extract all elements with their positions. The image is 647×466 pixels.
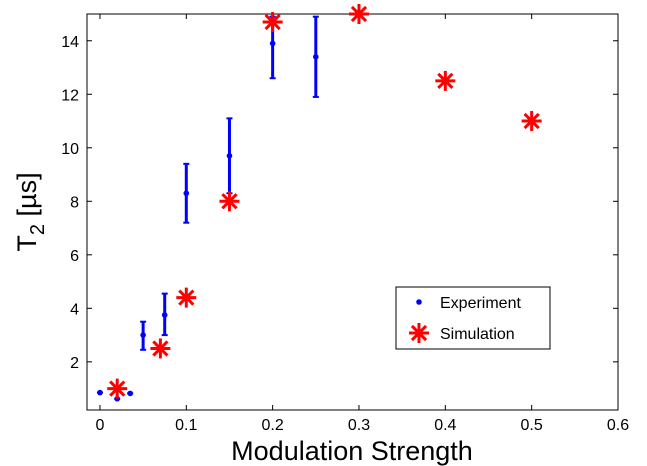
experiment-point (161, 292, 168, 337)
legend-experiment-label: Experiment (440, 295, 521, 312)
simulation-marker (219, 191, 240, 212)
y-axis-title: T2 [µs] (12, 172, 49, 251)
experiment-marker (127, 390, 133, 397)
simulation-marker (176, 287, 197, 308)
y-tick-label: 10 (61, 141, 79, 158)
x-tick-label: 0.3 (348, 417, 370, 434)
experiment-point (96, 389, 103, 396)
experiment-marker (226, 153, 233, 159)
x-tick-label: 0 (95, 417, 104, 434)
simulation-marker (435, 70, 456, 91)
x-tick-label: 0.2 (262, 417, 284, 434)
y-axis-title-subscript: 2 (27, 224, 49, 235)
legend: Experiment Simulation (395, 286, 551, 350)
experiment-marker (183, 190, 190, 197)
y-tick-label: 8 (70, 194, 79, 211)
simulation-marker (521, 111, 542, 132)
experiment-point (127, 390, 134, 397)
x-axis-title: Modulation Strength (231, 436, 473, 466)
experiment-marker (269, 40, 276, 47)
experiment-point (140, 320, 147, 351)
x-tick-label: 0.1 (175, 417, 197, 434)
legend-simulation-label: Simulation (440, 326, 515, 343)
plot-area (86, 13, 619, 411)
legend-simulation-marker (409, 323, 429, 343)
y-tick-label: 12 (61, 87, 79, 104)
y-tick-label: 6 (70, 248, 79, 265)
experiment-marker (97, 389, 103, 396)
experiment-marker (140, 332, 146, 338)
experiment-point (183, 162, 190, 224)
experiment-marker (313, 54, 319, 60)
y-axis-title-unit: [µs] (12, 172, 42, 224)
y-tick-label: 4 (70, 301, 79, 318)
simulation-marker (262, 12, 283, 33)
y-axis-ticks: 2 4 6 8 10 12 14 (61, 34, 618, 372)
y-tick-label: 2 (70, 355, 79, 372)
y-tick-label: 14 (61, 34, 79, 51)
legend-box (395, 286, 551, 350)
x-axis-ticks: 0 0.1 0.2 0.3 0.4 0.5 0.6 (95, 14, 629, 434)
x-tick-label: 0.4 (434, 417, 456, 434)
simulation-marker (107, 378, 128, 399)
legend-experiment-marker (416, 299, 422, 305)
y-axis-title-main: T (12, 235, 42, 252)
experiment-point (312, 15, 319, 98)
x-tick-label: 0.6 (607, 417, 629, 434)
data-marks (96, 4, 542, 402)
legend-asterisk (409, 323, 429, 343)
experiment-marker (161, 312, 168, 318)
simulation-marker (150, 338, 171, 359)
x-tick-label: 0.5 (521, 417, 543, 434)
simulation-marker (348, 4, 369, 24)
